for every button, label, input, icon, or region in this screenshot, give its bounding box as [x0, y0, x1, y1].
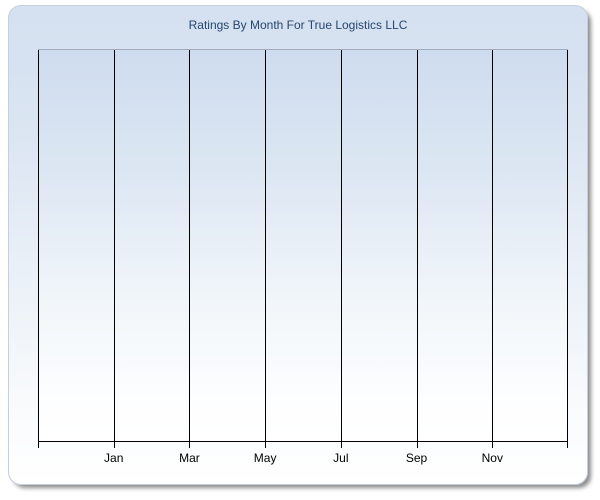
vertical-gridline — [567, 50, 568, 441]
chart-title: Ratings By Month For True Logistics LLC — [188, 18, 408, 32]
x-axis-tick — [265, 442, 267, 448]
vertical-gridline — [492, 50, 494, 441]
x-axis-tick — [38, 442, 39, 448]
chart-panel: Ratings By Month For True Logistics LLC … — [8, 5, 588, 485]
x-axis-tick — [340, 442, 342, 448]
vertical-gridline — [189, 50, 191, 441]
x-axis-labels: Jan Mar May Jul Sep Nov — [38, 451, 568, 467]
vertical-gridline — [416, 50, 418, 441]
vertical-gridline — [265, 50, 267, 441]
vertical-gridline — [38, 50, 39, 441]
vertical-gridline — [113, 50, 115, 441]
vertical-gridline — [340, 50, 342, 441]
x-axis-ticks — [38, 442, 568, 448]
x-axis-tick — [416, 442, 418, 448]
plot-area — [38, 49, 568, 442]
x-axis-tick — [567, 442, 568, 448]
x-axis-label: Jul — [333, 451, 349, 465]
x-axis-label: May — [253, 451, 277, 465]
x-axis-label: Sep — [405, 451, 428, 465]
x-axis-label: Mar — [179, 451, 200, 465]
x-axis-label: Jan — [104, 451, 124, 465]
x-axis-label: Nov — [481, 451, 503, 465]
x-axis-tick — [113, 442, 115, 448]
x-axis-tick — [189, 442, 191, 448]
x-axis-tick — [492, 442, 494, 448]
